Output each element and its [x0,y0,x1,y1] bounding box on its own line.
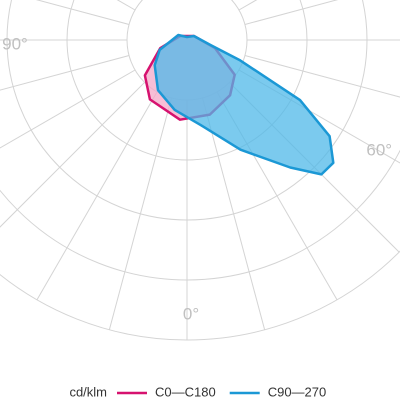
unit-label: cd/klm [69,384,107,399]
grid-ray [0,55,130,91]
grid-ray [0,69,136,149]
grid-ray [36,91,158,301]
legend-label: C0—C180 [155,384,216,399]
grid-ray [108,97,172,330]
legend: cd/klm C0—C180 C90—270 [69,384,326,399]
grid-ray [35,0,130,25]
grid-ray [0,82,145,228]
grid-ray [202,97,266,330]
grid-ray [244,0,339,25]
legend-label: C90—270 [268,384,327,399]
angle-label: 90° [2,34,28,53]
grid-ray [244,55,400,98]
plot-area [143,33,335,176]
angle-label: 60° [366,140,392,159]
series-shape [153,33,335,176]
angle-labels: 90° 60° 0° [2,34,392,323]
angle-label: 0° [183,304,199,323]
